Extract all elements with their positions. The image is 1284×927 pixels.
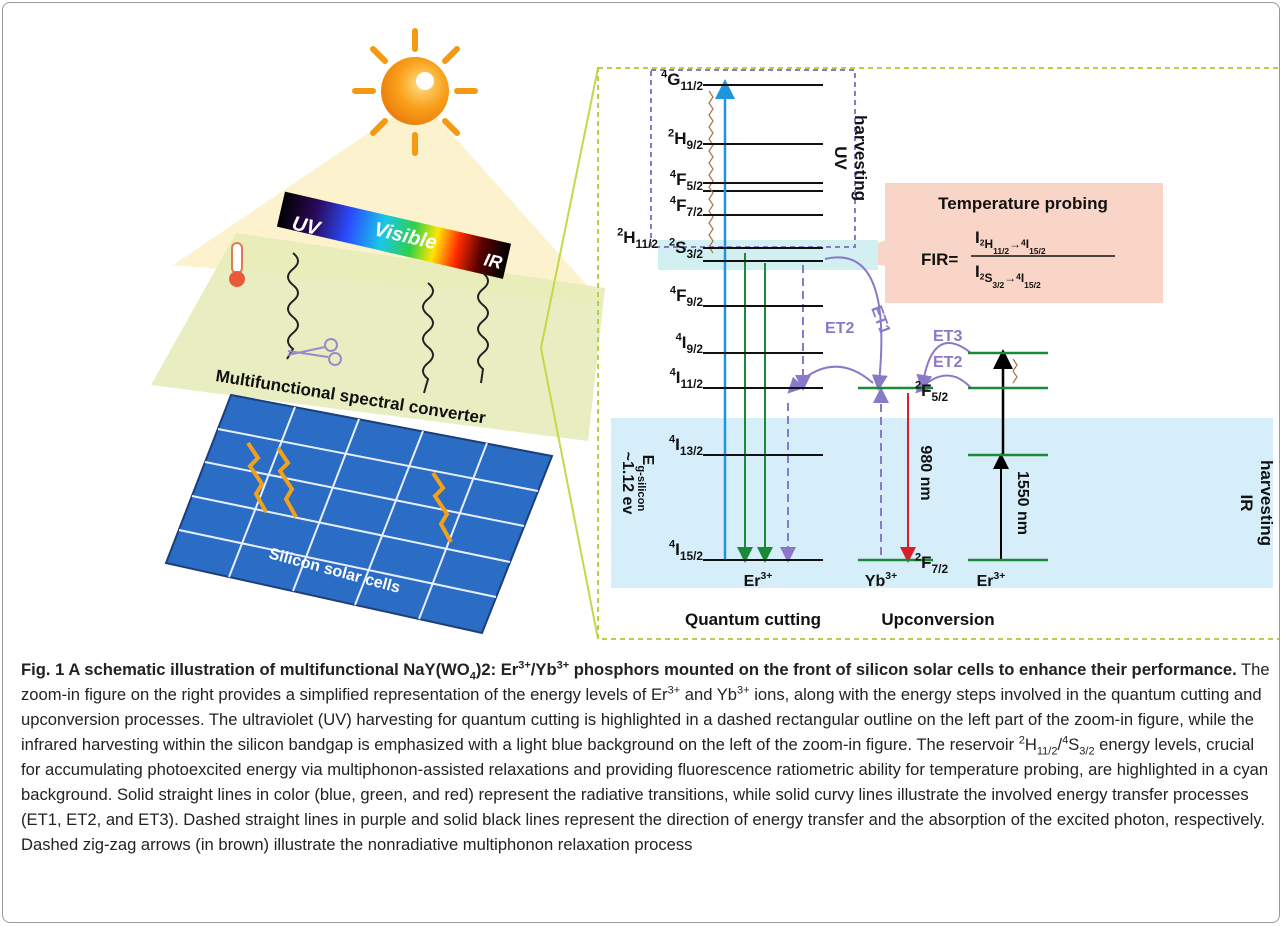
text-part: F <box>676 170 686 189</box>
harvesting-label: harvesting <box>851 115 870 201</box>
caption-text: 3+ <box>557 659 570 671</box>
text-part: 13/2 <box>680 444 704 458</box>
text-part: 5/2 <box>932 390 949 404</box>
text-part: Er <box>744 573 761 590</box>
text-part: ~1.12 ev <box>619 452 636 515</box>
level-label: 4F5/2 <box>670 168 703 193</box>
text-part: 3/2 <box>686 247 703 261</box>
caption-text: and Yb <box>680 685 737 704</box>
text-part: G <box>667 70 680 89</box>
text-part: H <box>984 237 993 251</box>
text-part: S <box>675 238 686 257</box>
caption: Fig. 1 A schematic illustration of multi… <box>21 657 1271 857</box>
harvesting-label: harvesting <box>1257 460 1276 546</box>
caption-text: Fig. 1 A schematic illustration of multi… <box>21 660 470 679</box>
caption-text: /Yb <box>531 660 557 679</box>
text-part: 9/2 <box>686 138 703 152</box>
caption-text: 3+ <box>737 684 750 696</box>
text-part: 11/2 <box>993 246 1009 256</box>
text-part: 3+ <box>885 571 897 582</box>
sun-highlight <box>416 72 434 90</box>
text-part: Er <box>977 573 994 590</box>
fir-label: FIR= <box>921 250 958 269</box>
transfer-label: ET1 <box>867 304 893 337</box>
text-part: 5/2 <box>686 179 703 193</box>
caption-text: phosphors mounted on the front of silico… <box>569 660 1237 679</box>
level-label: 4G11/2 <box>661 68 703 93</box>
text-part: F <box>921 381 931 400</box>
text-part: 11/2 <box>681 377 704 391</box>
level-label: 4I11/2 <box>670 366 704 391</box>
process-label: Quantum cutting <box>685 610 821 629</box>
text-part: F <box>676 286 686 305</box>
transfer-label: ET2 <box>933 354 962 371</box>
caption-text: )2: Er <box>476 660 518 679</box>
wavelength-label: 980 nm <box>917 445 934 500</box>
level-label: 4F9/2 <box>670 284 703 309</box>
text-part: 15/2 <box>1024 280 1041 290</box>
text-part: 7/2 <box>932 562 949 576</box>
caption-title: Fig. 1 A schematic illustration of multi… <box>21 660 1237 679</box>
text-part: 15/2 <box>680 549 704 563</box>
text-part: Yb <box>865 573 886 590</box>
text-part: 11/2 <box>681 79 704 93</box>
text-part: 3+ <box>761 571 773 582</box>
text-part: 11/2 <box>636 237 659 251</box>
caption-text: 3+ <box>668 684 681 696</box>
text-part: S <box>984 271 992 285</box>
text-part: H <box>623 228 635 247</box>
transfer-label: ET3 <box>933 328 962 345</box>
level-label: 2F5/2 <box>915 379 948 404</box>
figure-frame: UVVisibleIRMultifunctional spectral conv… <box>2 2 1280 923</box>
text-part: 15/2 <box>1029 246 1046 256</box>
text-part: F <box>921 553 931 572</box>
text-part: 7/2 <box>686 205 703 219</box>
text-part: H <box>674 129 686 148</box>
level-label: 4F7/2 <box>670 194 703 219</box>
text-part: g-silicon <box>635 465 647 511</box>
level-label: 2H11/2 <box>617 226 658 251</box>
text-part: E <box>639 455 656 466</box>
text-part: 9/2 <box>686 295 703 309</box>
sun <box>381 57 449 125</box>
caption-text: S <box>1068 735 1079 754</box>
caption-text: 3/2 <box>1079 745 1094 757</box>
uv-box <box>651 70 855 247</box>
level-label: 2H9/2 <box>668 127 703 152</box>
caption-text: 3+ <box>518 659 531 671</box>
transfer-label: ET2 <box>825 320 854 337</box>
caption-body: The zoom-in figure on the right provides… <box>21 660 1270 854</box>
thermometer <box>229 243 245 287</box>
bandgap-label: ~1.12 ev <box>619 452 636 515</box>
harvesting-label: IR <box>1237 495 1256 512</box>
text-part: → <box>1004 271 1016 285</box>
harvesting-label: UV <box>831 146 850 170</box>
text-part: → <box>1009 237 1021 251</box>
text-part: 3+ <box>994 571 1006 582</box>
caption-text: H <box>1025 735 1037 754</box>
text-part: 3/2 <box>992 280 1004 290</box>
temperature-title: Temperature probing <box>938 194 1108 213</box>
process-label: Upconversion <box>881 610 994 629</box>
text-part: F <box>676 196 686 215</box>
level-label: 4I9/2 <box>676 331 704 356</box>
caption-text: 11/2 <box>1037 745 1058 757</box>
text-part: 9/2 <box>686 342 703 356</box>
wavelength-label: 1550 nm <box>1014 471 1031 535</box>
